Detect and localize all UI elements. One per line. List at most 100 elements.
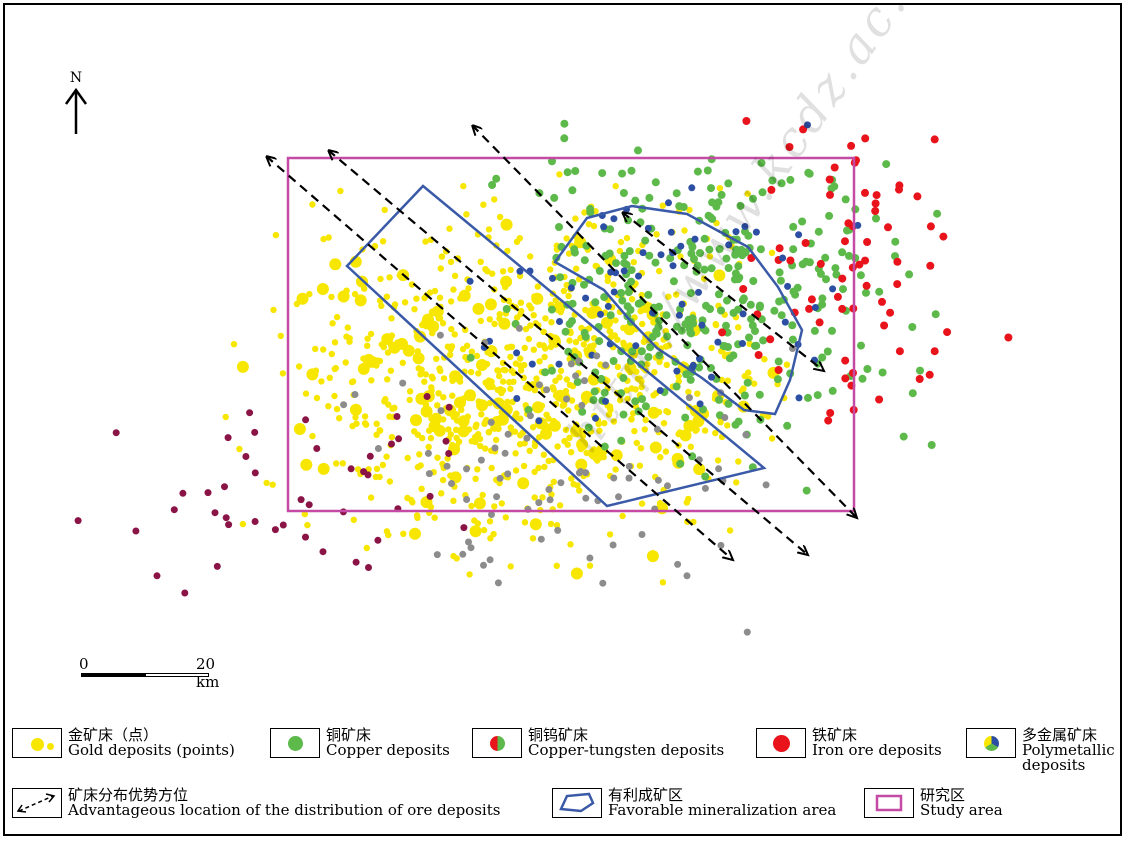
grey-deposit-point: [715, 465, 723, 473]
grey-deposit-point: [743, 628, 751, 636]
gold-deposit-point: [526, 447, 533, 454]
copper-deposit-point: [541, 368, 550, 377]
gold-deposit-point: [516, 441, 524, 448]
copper-deposit-point: [555, 223, 563, 231]
copper-deposit-point: [707, 184, 715, 193]
gold-deposit-point: [512, 467, 520, 474]
polymetallic-deposit-point: [635, 272, 642, 280]
polymetallic-deposit-point: [677, 242, 685, 250]
copper-deposit-point: [717, 190, 726, 199]
gold-deposit-point: [614, 336, 621, 343]
copper-deposit-point: [802, 486, 811, 495]
gold-deposit-point: [222, 413, 229, 421]
gold-deposit-point: [406, 388, 414, 395]
maroon-deposit-point: [442, 437, 450, 445]
grey-deposit-point: [491, 444, 499, 452]
copper-deposit-point: [905, 270, 914, 279]
gold-deposit-point: [541, 463, 548, 471]
legend-gold-en: Gold deposits (points): [68, 741, 235, 759]
copper-deposit-point: [672, 189, 681, 198]
gold-deposit-point: [571, 347, 578, 354]
gold-deposit-point: [502, 367, 509, 374]
grey-deposit-point: [374, 445, 382, 452]
iron-deposit-point: [939, 232, 948, 241]
copper-deposit-point: [730, 275, 739, 284]
copper-deposit-point: [933, 209, 942, 218]
legend-gold: 金矿床（点） Gold deposits (points): [12, 728, 235, 758]
copper-deposit-point: [858, 374, 867, 383]
iron-deposit-point: [861, 188, 869, 197]
gold-deposit-point: [610, 418, 618, 425]
gold-deposit-point: [488, 464, 495, 472]
gold-deposit-point: [659, 579, 667, 586]
gold-deposit-point: [458, 289, 471, 302]
gold-deposit-point: [386, 274, 393, 281]
gold-deposit-point: [325, 403, 332, 410]
copper-deposit-point: [738, 296, 747, 305]
gold-deposit-point: [646, 550, 659, 563]
gold-deposit-point: [594, 457, 601, 464]
gold-deposit-point: [473, 352, 481, 360]
copper-deposit-point: [625, 247, 634, 256]
gold-deposit-point: [309, 201, 316, 208]
gold-deposit-point: [517, 299, 525, 306]
iron-deposit-point: [815, 318, 824, 327]
grey-deposit-point: [674, 560, 682, 568]
gold-deposit-point: [437, 367, 444, 375]
gold-deposit-point: [463, 211, 470, 218]
polymetallic-deposit-point: [696, 400, 704, 408]
gold-deposit-point: [364, 335, 371, 342]
copper-deposit-point: [687, 249, 696, 258]
copper-deposit-point: [777, 179, 786, 188]
gold-deposit-point: [428, 420, 441, 433]
iron-deposit-point: [861, 134, 870, 143]
polymetallic-deposit-point: [795, 231, 803, 239]
gold-deposit-point: [302, 390, 310, 397]
iron-deposit-point: [785, 143, 794, 151]
copper-deposit-point: [825, 211, 834, 220]
gold-deposit-point: [665, 342, 672, 349]
grey-deposit-point: [526, 412, 534, 420]
grey-deposit-point: [537, 535, 545, 543]
maroon-deposit-point: [352, 558, 360, 566]
gold-deposit-point: [486, 316, 493, 323]
gold-deposit-point: [650, 392, 657, 399]
gold-deposit-point: [455, 438, 463, 445]
copper-deposit-point: [818, 353, 827, 362]
copper-deposit-point: [492, 174, 501, 183]
gold-deposit-point: [475, 370, 482, 377]
gold-deposit-point: [520, 462, 528, 470]
gold-deposit-point: [454, 396, 466, 409]
gold-deposit-point: [466, 571, 473, 578]
gold-deposit-point: [379, 461, 387, 469]
gold-deposit-point: [236, 445, 243, 453]
copper-deposit-point: [685, 324, 694, 333]
gold-deposit-point: [476, 359, 488, 371]
gold-deposit-point: [616, 397, 624, 404]
copper-deposit-point: [581, 332, 590, 341]
copper-deposit-point: [502, 305, 511, 313]
iron-deposit-point: [807, 295, 816, 304]
copper-deposit-point: [618, 169, 627, 178]
polymetallic-deposit-point: [811, 304, 819, 311]
gold-deposit-point: [320, 235, 327, 243]
copper-deposit-point: [828, 326, 836, 335]
grey-deposit-point: [477, 456, 485, 464]
gold-deposit-point: [583, 449, 590, 457]
copper-deposit-point: [715, 245, 724, 253]
copper-deposit-point: [612, 259, 620, 268]
copper-deposit-point: [757, 158, 766, 167]
copper-deposit-point: [715, 395, 723, 404]
gold-deposit-point: [402, 344, 415, 357]
gold-deposit-point: [333, 313, 341, 321]
gold-deposit-point: [768, 249, 776, 256]
grey-deposit-point: [602, 361, 610, 369]
gold-deposit-point: [376, 427, 383, 434]
gold-deposit-point: [556, 374, 563, 381]
gold-deposit-point: [531, 293, 538, 300]
grey-deposit-point: [487, 418, 495, 426]
polymetallic-deposit-point: [673, 367, 681, 375]
grey-deposit-point: [654, 476, 662, 484]
gold-deposit-point: [565, 292, 572, 300]
gold-deposit-point: [361, 420, 369, 427]
